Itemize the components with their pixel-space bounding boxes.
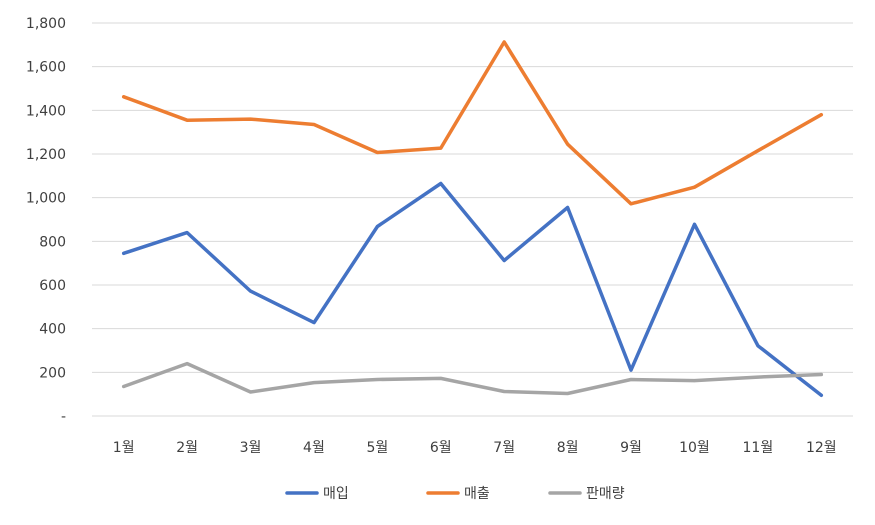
data-point xyxy=(692,185,696,189)
data-point xyxy=(756,149,760,153)
data-point xyxy=(756,344,760,348)
data-point xyxy=(502,390,506,394)
data-point xyxy=(375,150,379,154)
data-point xyxy=(122,385,126,389)
legend-label: 매입 xyxy=(323,486,349,502)
x-tick-label: 4월 xyxy=(303,440,325,456)
y-axis-tick-labels: - 200 400 600 800 1,000 1,200 1,400 1,600 1,800 xyxy=(26,16,66,425)
data-point xyxy=(566,205,570,209)
legend-label: 매출 xyxy=(464,486,490,502)
data-point xyxy=(122,95,126,99)
data-point xyxy=(312,123,316,127)
data-point xyxy=(502,40,506,44)
data-point xyxy=(122,251,126,255)
data-point xyxy=(439,376,443,380)
y-tick-label: 1,800 xyxy=(26,16,66,32)
legend-label: 판매량 xyxy=(586,486,625,502)
data-point xyxy=(692,379,696,383)
y-tick-label: 800 xyxy=(39,234,66,250)
x-tick-label: 6월 xyxy=(430,440,452,456)
data-point xyxy=(756,375,760,379)
data-point xyxy=(249,117,253,121)
x-axis-tick-labels: 1월 2월 3월 4월 5월 6월 7월 8월 9월 10월 11월 12월 xyxy=(113,440,837,456)
data-point xyxy=(439,181,443,185)
data-point xyxy=(185,231,189,235)
x-tick-label: 9월 xyxy=(620,440,642,456)
data-point xyxy=(185,362,189,366)
y-tick-label: 200 xyxy=(39,365,66,381)
x-tick-label: 3월 xyxy=(240,440,262,456)
data-point xyxy=(819,373,823,377)
y-tick-label: - xyxy=(61,409,66,425)
y-tick-label: 1,000 xyxy=(26,191,66,207)
data-point xyxy=(249,289,253,293)
y-tick-label: 600 xyxy=(39,278,66,294)
data-point xyxy=(692,222,696,226)
data-point xyxy=(249,390,253,394)
data-point xyxy=(312,321,316,325)
data-point xyxy=(819,113,823,117)
y-tick-label: 1,400 xyxy=(26,103,66,119)
x-tick-label: 2월 xyxy=(176,440,198,456)
data-point xyxy=(629,368,633,372)
data-point xyxy=(312,381,316,385)
data-point xyxy=(502,259,506,263)
data-point xyxy=(375,224,379,228)
y-tick-label: 1,600 xyxy=(26,60,66,76)
x-tick-label: 12월 xyxy=(806,440,837,456)
y-tick-label: 1,200 xyxy=(26,147,66,163)
data-point xyxy=(185,118,189,122)
data-point xyxy=(629,378,633,382)
gridlines xyxy=(92,22,853,417)
x-tick-label: 1월 xyxy=(113,440,135,456)
data-point xyxy=(439,146,443,150)
x-tick-label: 8월 xyxy=(557,440,579,456)
x-tick-label: 10월 xyxy=(679,440,710,456)
data-point xyxy=(819,393,823,397)
data-point xyxy=(629,202,633,206)
series-lines xyxy=(121,40,824,398)
legend: 매입 매출 판매량 xyxy=(285,486,625,502)
series-line-1 xyxy=(121,40,824,206)
x-tick-label: 5월 xyxy=(366,440,388,456)
series-line-2 xyxy=(121,361,824,396)
data-point xyxy=(375,378,379,382)
series-line-0 xyxy=(121,181,824,398)
x-tick-label: 7월 xyxy=(493,440,515,456)
x-tick-label: 11월 xyxy=(743,440,774,456)
data-point xyxy=(566,392,570,396)
y-tick-label: 400 xyxy=(39,322,66,338)
data-point xyxy=(566,142,570,146)
